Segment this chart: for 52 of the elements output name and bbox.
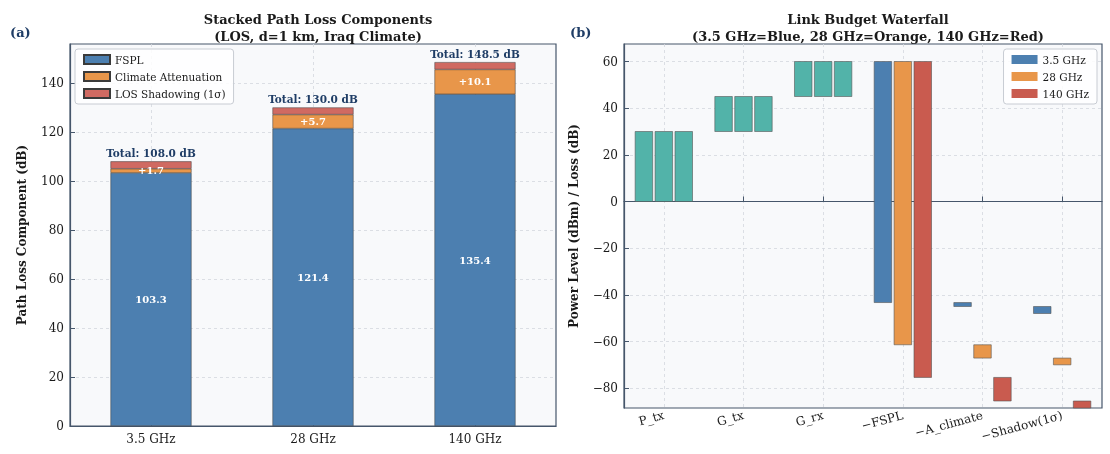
- bar: [1073, 400, 1092, 409]
- text: (a): [10, 25, 31, 40]
- x-tick-label: 3.5 GHz: [126, 432, 176, 446]
- bar: [110, 161, 192, 169]
- bar: [993, 377, 1012, 402]
- data-label: +10.1: [458, 76, 492, 88]
- data-label: 135.4: [459, 254, 491, 266]
- y-tick-label: 40: [602, 101, 618, 116]
- y-tick-label: 60: [602, 54, 618, 69]
- total-label: Total: 108.0 dB: [106, 146, 196, 159]
- x-tick-label: 28 GHz: [290, 432, 336, 446]
- y-tick-label: −20: [592, 241, 618, 256]
- legend-label: 140 GHz: [1042, 87, 1090, 100]
- y-tick-label: 20: [48, 369, 64, 384]
- total-label: Total: 148.5 dB: [430, 47, 520, 60]
- chart-title: Stacked Path Loss Components (LOS, d=1 km, Iraq Climate): [203, 12, 433, 44]
- y-tick-label: 120: [41, 124, 64, 139]
- legend-label: 3.5 GHz: [1042, 53, 1087, 66]
- chart-title: Link Budget Waterfall (3.5 GHz=Blue, 28 GHz=Orange, 140 GHz=Red): [691, 12, 1045, 44]
- x-tick-label: P_tx: [637, 408, 666, 429]
- y-tick-label: 80: [48, 222, 64, 237]
- legend-label: 28 GHz: [1042, 70, 1083, 83]
- x-tick-label: G_rx: [794, 408, 826, 430]
- legend-label: Climate Attenuation: [115, 70, 223, 83]
- bar: [953, 302, 972, 307]
- y-tick-label: −80: [592, 381, 618, 396]
- y-tick-label: −60: [592, 334, 618, 349]
- data-label: 121.4: [297, 271, 329, 283]
- data-label: 103.3: [135, 293, 167, 305]
- y-tick-label: 0: [610, 194, 618, 209]
- legend-label: FSPL: [115, 53, 144, 66]
- y-tick-label: 40: [48, 320, 64, 335]
- y-axis-title: Path Loss Component (dB): [15, 144, 29, 326]
- bar: [973, 344, 992, 359]
- total-label: Total: 130.0 dB: [268, 92, 358, 105]
- y-tick-label: 100: [41, 173, 64, 188]
- y-tick-label: 20: [602, 147, 618, 162]
- x-tick-label: 140 GHz: [448, 432, 502, 446]
- bar: [1053, 357, 1072, 366]
- x-tick-label: G_tx: [715, 408, 746, 429]
- x-tick-label: −FSPL: [859, 408, 905, 433]
- y-tick-label: 0: [56, 419, 64, 433]
- text: (b): [570, 25, 592, 40]
- data-label: +5.7: [300, 116, 326, 128]
- bar: [110, 172, 192, 426]
- bar: [1033, 306, 1052, 314]
- y-tick-label: −40: [592, 287, 618, 302]
- y-axis-title: Power Level (dBm) / Loss (dB): [567, 124, 581, 328]
- y-tick-label: 60: [48, 271, 64, 286]
- legend-label: LOS Shadowing (1σ): [115, 87, 226, 100]
- data-label: +1.7: [138, 165, 164, 177]
- y-tick-label: 140: [41, 75, 64, 90]
